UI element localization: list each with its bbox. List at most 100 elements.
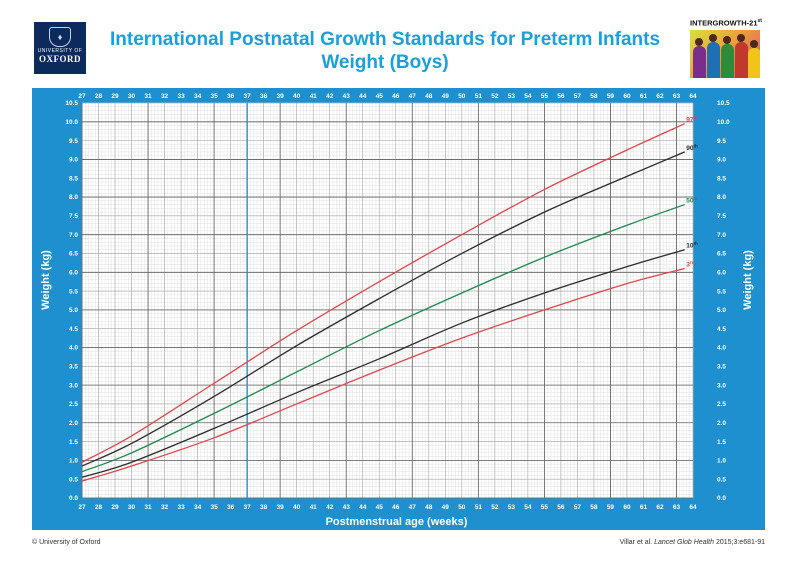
- x-tick-top-55: 55: [541, 93, 549, 100]
- oxford-logo: ♦ UNIVERSITY OF OXFORD: [34, 22, 86, 74]
- x-tick-bottom-36: 36: [227, 504, 235, 511]
- title-line2: Weight (Boys): [321, 52, 449, 73]
- curve-10th: [81, 249, 685, 478]
- x-tick-bottom-32: 32: [161, 504, 169, 511]
- y-tick-left-0.0: 0.0: [69, 495, 78, 502]
- y-tick-left-9.5: 9.5: [69, 138, 78, 145]
- x-tick-bottom-40: 40: [293, 504, 301, 511]
- label-97th: 97th: [686, 115, 698, 124]
- x-tick-top-64: 64: [689, 93, 697, 100]
- x-tick-bottom-55: 55: [541, 504, 549, 511]
- x-tick-bottom-30: 30: [128, 504, 136, 511]
- y-tick-right-0.5: 0.5: [717, 476, 726, 483]
- label-10th: 10th: [686, 241, 698, 250]
- x-tick-top-48: 48: [425, 93, 433, 100]
- x-tick-top-42: 42: [326, 93, 334, 100]
- x-axis-label: Postmenstrual age (weeks): [325, 516, 468, 528]
- x-tick-bottom-61: 61: [640, 504, 648, 511]
- x-tick-bottom-44: 44: [359, 504, 367, 511]
- x-tick-bottom-37: 37: [244, 504, 252, 511]
- x-tick-bottom-60: 60: [623, 504, 631, 511]
- y-tick-left-7.5: 7.5: [69, 213, 78, 220]
- x-tick-top-43: 43: [343, 93, 351, 100]
- x-tick-top-62: 62: [656, 93, 664, 100]
- y-tick-right-7.5: 7.5: [717, 213, 726, 220]
- y-tick-right-7.0: 7.0: [717, 232, 726, 239]
- x-tick-top-40: 40: [293, 93, 301, 100]
- curve-90th: [81, 151, 685, 467]
- title-line1: International Postnatal Growth Standards…: [109, 29, 661, 50]
- x-tick-bottom-49: 49: [442, 504, 450, 511]
- y-tick-left-0.5: 0.5: [69, 476, 78, 483]
- x-tick-bottom-56: 56: [557, 504, 565, 511]
- plot-area: [82, 103, 693, 498]
- footer-citation: Villar et al. Lancet Glob Health 2015;3:…: [619, 539, 765, 546]
- x-tick-bottom-51: 51: [475, 504, 483, 511]
- x-tick-top-31: 31: [144, 93, 152, 100]
- x-tick-top-50: 50: [458, 93, 466, 100]
- x-tick-bottom-50: 50: [458, 504, 466, 511]
- x-tick-bottom-64: 64: [689, 504, 697, 511]
- x-tick-bottom-58: 58: [590, 504, 598, 511]
- x-tick-bottom-34: 34: [194, 504, 202, 511]
- x-tick-bottom-46: 46: [392, 504, 400, 511]
- curve-97th: [81, 123, 686, 463]
- y-tick-right-1.0: 1.0: [717, 458, 726, 465]
- x-tick-bottom-38: 38: [260, 504, 268, 511]
- y-tick-right-5.0: 5.0: [717, 307, 726, 314]
- x-tick-top-54: 54: [524, 93, 532, 100]
- x-tick-bottom-47: 47: [409, 504, 417, 511]
- y-tick-right-0.0: 0.0: [717, 495, 726, 502]
- x-tick-top-29: 29: [111, 93, 119, 100]
- y-tick-left-2.5: 2.5: [69, 401, 78, 408]
- x-tick-top-35: 35: [210, 93, 218, 100]
- x-tick-top-58: 58: [590, 93, 598, 100]
- y-tick-right-9.0: 9.0: [717, 157, 726, 164]
- x-tick-bottom-59: 59: [607, 504, 615, 511]
- x-tick-bottom-42: 42: [326, 504, 334, 511]
- oxford-crest-icon: ♦: [49, 27, 71, 47]
- y-tick-right-6.0: 6.0: [717, 269, 726, 276]
- x-tick-top-34: 34: [194, 93, 202, 100]
- y-tick-left-6.5: 6.5: [69, 251, 78, 258]
- x-tick-bottom-41: 41: [310, 504, 318, 511]
- x-tick-top-38: 38: [260, 93, 268, 100]
- y-tick-left-2.0: 2.0: [69, 420, 78, 427]
- y-tick-right-2.0: 2.0: [717, 420, 726, 427]
- y-tick-right-4.5: 4.5: [717, 326, 726, 333]
- label-3rd: 3rd: [686, 260, 694, 269]
- y-tick-right-10.0: 10.0: [717, 119, 730, 126]
- y-tick-right-1.5: 1.5: [717, 439, 726, 446]
- x-tick-bottom-48: 48: [425, 504, 433, 511]
- x-tick-top-51: 51: [475, 93, 483, 100]
- y-tick-left-8.5: 8.5: [69, 175, 78, 182]
- x-tick-bottom-52: 52: [491, 504, 499, 511]
- x-tick-bottom-43: 43: [343, 504, 351, 511]
- y-tick-left-9.0: 9.0: [69, 157, 78, 164]
- y-tick-right-4.0: 4.0: [717, 345, 726, 352]
- x-tick-top-57: 57: [574, 93, 582, 100]
- x-tick-top-41: 41: [310, 93, 318, 100]
- y-tick-right-8.0: 8.0: [717, 194, 726, 201]
- y-tick-right-3.0: 3.0: [717, 382, 726, 389]
- x-tick-top-36: 36: [227, 93, 235, 100]
- x-tick-top-56: 56: [557, 93, 565, 100]
- x-tick-bottom-39: 39: [277, 504, 285, 511]
- x-tick-top-28: 28: [95, 93, 103, 100]
- y-tick-left-4.5: 4.5: [69, 326, 78, 333]
- x-tick-top-53: 53: [508, 93, 516, 100]
- x-tick-bottom-31: 31: [144, 504, 152, 511]
- logo-line2: OXFORD: [39, 54, 81, 64]
- x-tick-bottom-33: 33: [177, 504, 185, 511]
- x-tick-top-49: 49: [442, 93, 450, 100]
- x-tick-bottom-35: 35: [210, 504, 218, 511]
- y-tick-right-8.5: 8.5: [717, 175, 726, 182]
- x-tick-top-59: 59: [607, 93, 615, 100]
- x-tick-bottom-62: 62: [656, 504, 664, 511]
- intergrowth-women-illustration-icon: [690, 30, 760, 78]
- x-tick-top-44: 44: [359, 93, 367, 100]
- intergrowth-logo: INTERGROWTH-21st: [690, 18, 762, 80]
- x-tick-top-61: 61: [640, 93, 648, 100]
- y-tick-left-8.0: 8.0: [69, 194, 78, 201]
